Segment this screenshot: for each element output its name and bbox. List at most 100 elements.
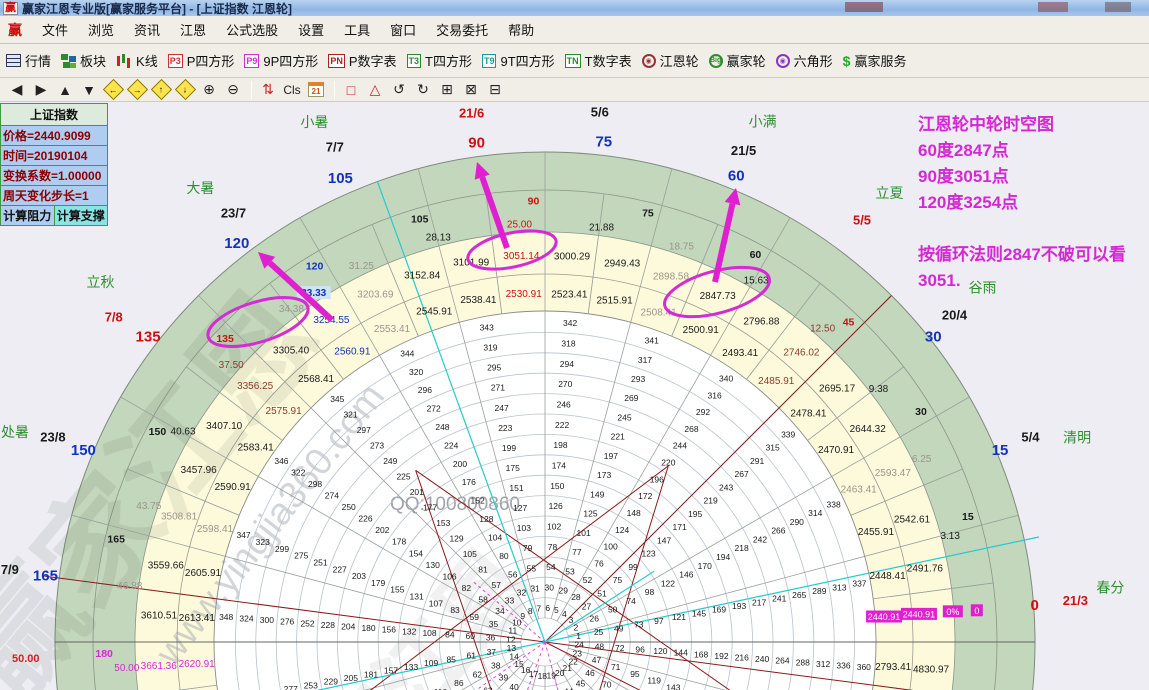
expand-tool-icon[interactable]: ⊞	[441, 81, 453, 97]
spiral-number: 149	[590, 489, 604, 499]
spiral-number: 171	[672, 522, 686, 532]
pct-label: 37.50	[219, 360, 244, 371]
calendar-icon[interactable]: 21	[305, 80, 327, 100]
zoom-out-icon[interactable]: ⊖	[227, 81, 239, 97]
toolbar-button-kline[interactable]: K线	[116, 51, 158, 70]
pct-label: 25.00	[507, 219, 532, 230]
radial-line	[568, 647, 726, 690]
spiral-number: 123	[641, 549, 655, 559]
nav-next-icon[interactable]: ▶	[35, 81, 47, 97]
menu-bar: 赢 文件 浏览 资讯 江恩 公式选股 设置 工具 窗口 交易委托 帮助	[0, 16, 1149, 44]
toolbar-button-p-square[interactable]: P3 P四方形	[167, 51, 234, 70]
toolbar-button-hexagon[interactable]: ◉ 六角形	[775, 51, 833, 70]
rotate-ccw-icon[interactable]: ↺	[393, 81, 405, 97]
toolbar-button-9t-square[interactable]: T9 9T四方形	[481, 51, 555, 70]
toolbar-button-9p-square[interactable]: P9 9P四方形	[244, 51, 318, 70]
spiral-number: 41	[522, 688, 532, 690]
spiral-number: 204	[341, 622, 355, 632]
toolbar-button-p-table[interactable]: PN P数字表	[328, 51, 397, 70]
spiral-number: 289	[812, 586, 826, 596]
spiral-number: 100	[603, 542, 617, 552]
rotate-cw-icon[interactable]: ↻	[417, 81, 429, 97]
step-right-icon[interactable]: →	[126, 78, 148, 101]
calc-resistance-button[interactable]: 计算阻力	[1, 206, 55, 225]
title-bar[interactable]: 赢 赢家江恩专业版[赢家服务平台] - [上证指数 江恩轮]	[0, 0, 1149, 16]
spiral-number: 295	[487, 363, 501, 373]
triangle-tool-icon[interactable]: △	[369, 81, 381, 97]
menu-item-窗口[interactable]: 窗口	[390, 23, 417, 38]
solar-term-label: 春分	[1096, 580, 1124, 596]
toolbar-button-t-square[interactable]: T3 T四方形	[406, 51, 472, 70]
gann-wheel-canvas[interactable]: 赢家江恩赢家江恩www.yingjia360.comQQ:10080086012…	[0, 102, 1149, 690]
menu-item-交易委托[interactable]: 交易委托	[436, 23, 489, 38]
calc-support-button[interactable]: 计算支撑	[54, 206, 107, 225]
toolbar-button-t-table[interactable]: TN T数字表	[564, 51, 632, 70]
kline-label: K线	[136, 54, 158, 69]
t-square-icon: T3	[406, 53, 422, 68]
spiral-number: 20	[555, 668, 565, 678]
spiral-number: 53	[565, 566, 575, 576]
toolbar-button-winner-service[interactable]: $ 赢家服务	[843, 51, 907, 70]
step-up-icon[interactable]: ↑	[150, 78, 172, 101]
p-table-icon: PN	[328, 53, 345, 68]
menu-item-工具[interactable]: 工具	[344, 23, 371, 38]
menu-item-江恩[interactable]: 江恩	[180, 23, 207, 38]
background-window-artifact	[1105, 2, 1131, 12]
price-outer-label: 2847.73	[700, 291, 737, 302]
shrink-tool-icon[interactable]: ⊠	[465, 81, 477, 97]
spiral-number: 299	[275, 544, 289, 554]
sectors-icon	[61, 53, 77, 68]
screen-tool-icon[interactable]: ⊟	[489, 81, 501, 97]
price-outer-label: 3610.51	[141, 611, 178, 622]
menu-item-文件[interactable]: 文件	[42, 23, 69, 38]
updown-marker-icon[interactable]: ⇅	[262, 81, 274, 97]
menu-item-帮助[interactable]: 帮助	[508, 23, 535, 38]
p-table-label: P数字表	[348, 54, 397, 69]
nav-prev-icon[interactable]: ◀	[11, 81, 23, 97]
qq-watermark: QQ:100800860	[390, 494, 520, 515]
menu-item-浏览[interactable]: 浏览	[88, 23, 115, 38]
gann-wheel-label: 江恩轮	[659, 54, 699, 69]
price-inner-label: 2583.41	[238, 442, 275, 453]
cls-icon[interactable]: Cls	[283, 82, 301, 97]
step-down-icon[interactable]: ↓	[174, 78, 196, 101]
toolbar-button-winner-wheel[interactable]: Big 赢家轮	[708, 51, 766, 70]
gann-wheel-chart-area[interactable]: 赢家江恩赢家江恩www.yingjia360.comQQ:10080086012…	[0, 102, 1149, 690]
t-table-label: T数字表	[584, 54, 632, 69]
spiral-number: 202	[375, 525, 389, 535]
spiral-number: 32	[517, 588, 527, 598]
spiral-number: 59	[470, 612, 480, 622]
spiral-number: 46	[585, 668, 595, 678]
spiral-number: 224	[444, 440, 458, 450]
price-inner-label: 2508.41	[641, 308, 678, 319]
price-outer-label: 2491.76	[907, 564, 944, 575]
winner-service-label: 赢家服务	[854, 54, 907, 69]
spiral-number: 216	[735, 652, 749, 662]
menu-item-资讯[interactable]: 资讯	[134, 23, 161, 38]
radial-line	[565, 396, 970, 631]
menu-item-设置[interactable]: 设置	[298, 23, 325, 38]
zoom-in-icon[interactable]: ⊕	[203, 81, 215, 97]
price-outer-label: 3051.14	[503, 251, 540, 262]
step-left-icon[interactable]: ←	[102, 78, 124, 101]
toolbar-button-quotes[interactable]: 行情	[6, 51, 51, 70]
background-window-artifact	[845, 2, 883, 12]
nav-down-icon[interactable]: ▼	[82, 81, 96, 98]
toolbar-button-gann-wheel[interactable]: ◉ 江恩轮	[641, 51, 699, 70]
pct-label: 21.88	[589, 222, 614, 233]
price-outer-label: 4830.97	[913, 664, 950, 675]
angle-label: 165	[33, 567, 58, 584]
nav-up-icon[interactable]: ▲	[58, 81, 72, 98]
spiral-number: 267	[735, 469, 749, 479]
rect-tool-icon[interactable]: □	[346, 81, 356, 98]
quotes-label: 行情	[25, 54, 52, 69]
minor-radial-line	[186, 366, 283, 441]
spiral-number: 248	[435, 422, 449, 432]
spiral-number: 348	[219, 612, 233, 622]
solar-term-label: 小暑	[300, 114, 328, 130]
spiral-number: 324	[239, 614, 253, 624]
spiral-number: 360	[857, 662, 871, 672]
toolbar-button-sectors[interactable]: 板块	[61, 51, 106, 70]
menu-item-公式选股[interactable]: 公式选股	[226, 23, 279, 38]
spiral-number: 175	[506, 463, 520, 473]
